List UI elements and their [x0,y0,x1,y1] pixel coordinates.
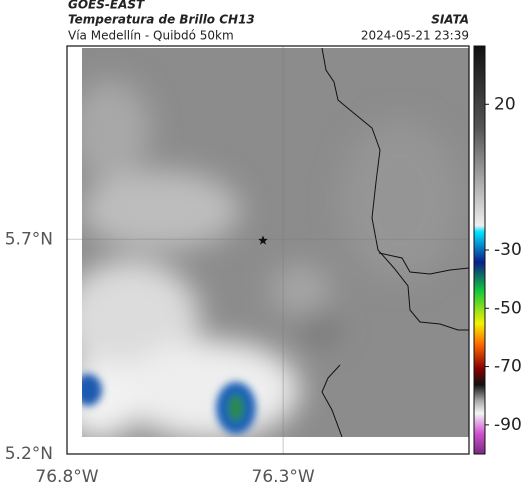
title: GOES-EAST [68,0,145,12]
colorbar-tick-label: -90 [494,415,522,435]
satellite-image [82,48,469,437]
timestamp: 2024-05-21 23:39 [361,29,469,43]
colorbar-tick-label: -30 [494,240,522,260]
x-tick-label: 76.3°W [252,467,315,487]
source: SIATA [431,13,469,27]
y-tick-label: 5.2°N [5,444,53,464]
colorbar-tick-label: -50 [494,298,522,318]
map-frame [66,45,470,455]
x-tick-label: 76.8°W [35,467,98,487]
location: Vía Medellín - Quibdó 50km [68,29,234,43]
location-marker [258,235,268,245]
colorbar-tick-label: 20 [494,94,516,114]
colorbar [473,45,486,455]
colorbar-tick-label: -70 [494,357,522,377]
y-tick-label: 5.7°N [5,229,53,249]
subtitle: Temperatura de Brillo CH13 [68,13,255,27]
